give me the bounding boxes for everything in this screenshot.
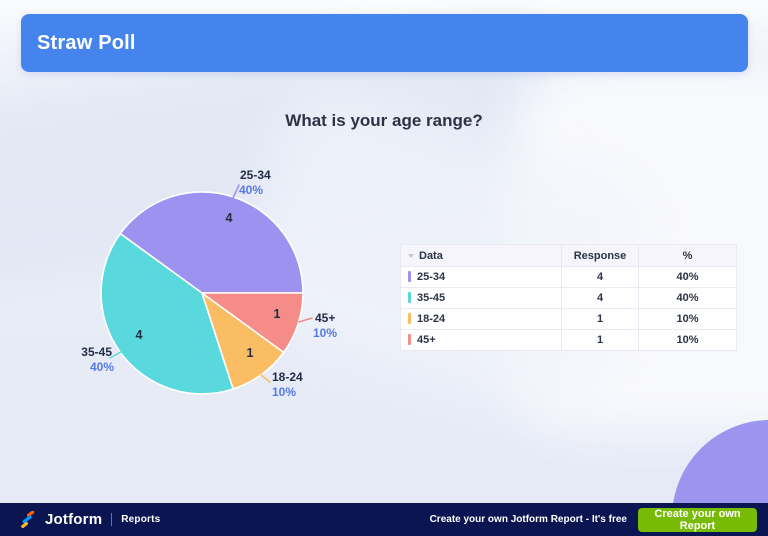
row-percent-cell: 10% (638, 329, 737, 351)
pie-chart: 25-34 40% 35-45 40% 18-24 10% 45+ 10% 4 … (81, 168, 337, 399)
slice-percent-35-45: 40% (90, 360, 114, 374)
leader-line-35-45 (109, 351, 122, 359)
sort-icon (408, 253, 414, 258)
reports-label[interactable]: Reports (121, 514, 161, 525)
leader-line-18-24 (260, 374, 271, 383)
table-row: 25-34 4 40% (400, 266, 737, 288)
slice-value-35-45: 4 (136, 328, 143, 342)
jotform-brand-label: Jotform (45, 511, 103, 528)
table-row: 35-45 4 40% (400, 287, 737, 309)
row-label-cell: 25-34 (400, 266, 562, 288)
row-label-cell: 18-24 (400, 308, 562, 330)
leader-line-45plus (298, 317, 313, 323)
create-report-button[interactable]: Create your own Report (638, 507, 757, 532)
table-row: 45+ 1 10% (400, 329, 737, 351)
footer-bar: Jotform Reports Create your own Jotform … (0, 503, 768, 536)
chart-question-title: What is your age range? (285, 111, 483, 130)
slice-label-45plus: 45+ (315, 311, 335, 325)
row-label: 35-45 (417, 292, 446, 304)
column-header-response[interactable]: Response (561, 244, 639, 267)
row-label-cell: 45+ (400, 329, 562, 351)
pie-slice-45plus[interactable] (201, 292, 304, 354)
row-response-cell: 4 (561, 287, 639, 309)
slice-label-25-34: 25-34 (240, 168, 271, 182)
slice-value-25-34: 4 (226, 211, 233, 225)
footer-promo-text: Create your own Jotform Report - It's fr… (429, 514, 627, 525)
leader-line-25-34 (232, 184, 240, 199)
row-response-cell: 1 (561, 308, 639, 330)
row-percent-cell: 10% (638, 308, 737, 330)
row-response-cell: 1 (561, 329, 639, 351)
row-color-chip (408, 313, 411, 324)
slice-percent-25-34: 40% (239, 183, 263, 197)
row-response-cell: 4 (561, 266, 639, 288)
row-color-chip (408, 292, 411, 303)
slice-percent-18-24: 10% (272, 385, 296, 399)
row-percent-cell: 40% (638, 287, 737, 309)
footer-divider (111, 513, 113, 526)
row-label: 25-34 (417, 271, 446, 283)
slice-label-35-45: 35-45 (81, 345, 112, 359)
table-header-row: Data Response % (400, 244, 737, 267)
slice-label-18-24: 18-24 (272, 370, 303, 384)
row-color-chip (408, 271, 411, 282)
jotform-logo[interactable]: Jotform (20, 511, 102, 528)
data-table: Data Response % 25-34 4 40% 35-45 4 40% … (400, 244, 737, 351)
row-label: 18-24 (417, 313, 446, 325)
jotform-logo-icon (21, 511, 35, 528)
column-header-data[interactable]: Data (400, 244, 562, 267)
column-header-percent[interactable]: % (638, 244, 737, 267)
report-title: Straw Poll (37, 31, 136, 54)
table-row: 18-24 1 10% (400, 308, 737, 330)
row-percent-cell: 40% (638, 266, 737, 288)
slice-value-45plus: 1 (274, 307, 281, 321)
row-label: 45+ (417, 334, 436, 346)
slice-percent-45plus: 10% (313, 326, 337, 340)
row-label-cell: 35-45 (400, 287, 562, 309)
row-color-chip (408, 334, 411, 345)
slice-value-18-24: 1 (247, 346, 254, 360)
report-header: Straw Poll (21, 14, 748, 72)
column-header-data-label: Data (419, 249, 443, 262)
